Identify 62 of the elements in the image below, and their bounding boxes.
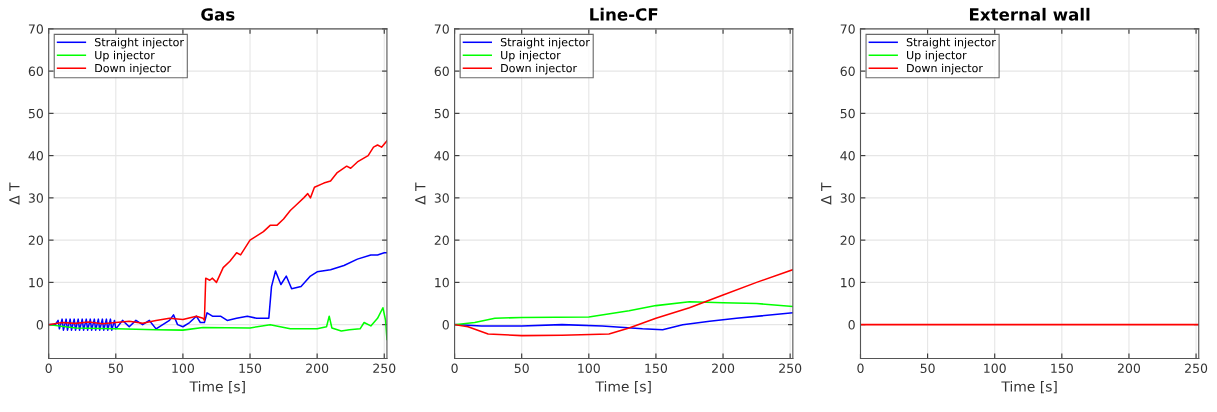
y-tick-label: 50 [434, 108, 449, 119]
line-series [48, 140, 387, 326]
y-tick-label: 40 [840, 151, 855, 161]
x-tick-label: 200 [306, 363, 329, 373]
legend-label: Down injector [95, 63, 172, 75]
y-axis-title: Δ T [415, 182, 426, 205]
x-axis-title: Time [s] [595, 380, 651, 394]
y-tick-label: 60 [28, 66, 43, 77]
y-tick-label: 10 [841, 277, 855, 288]
x-axis-title: Time [s] [1001, 380, 1057, 394]
x-tick-label: 0 [45, 363, 52, 373]
chart-title: External wall [969, 7, 1090, 21]
legend-label: Up injector [501, 50, 561, 62]
y-tick-label: 10 [435, 277, 449, 288]
x-tick-label: 50 [514, 363, 529, 373]
x-tick-label: 100 [578, 363, 600, 373]
legend-label: Down injector [501, 63, 578, 75]
x-tick-label: 0 [451, 363, 458, 373]
y-tick-label: 50 [28, 108, 43, 119]
y-tick-label: 0 [36, 320, 43, 330]
y-tick-label: 30 [840, 193, 855, 203]
chart-title: Gas [201, 8, 235, 21]
legend-label: Straight injector [906, 37, 996, 49]
x-tick-label: 150 [239, 363, 262, 373]
x-tick-label: 200 [1117, 363, 1141, 373]
x-tick-label: 100 [984, 363, 1006, 373]
y-tick-label: 20 [840, 235, 855, 246]
x-tick-label: 200 [712, 363, 735, 373]
y-tick-label: 70 [28, 24, 43, 34]
y-tick-label: 20 [434, 235, 449, 246]
y-tick-label: 10 [29, 277, 43, 288]
x-axis-title: Time [s] [189, 380, 245, 394]
legend-label: Up injector [907, 50, 967, 62]
y-tick-label: 20 [28, 235, 43, 246]
x-tick-label: 0 [857, 363, 864, 373]
y-tick-label: 40 [434, 151, 449, 161]
x-tick-label: 50 [920, 363, 935, 373]
x-tick-label: 50 [108, 363, 123, 373]
legend-label: Up injector [95, 50, 155, 62]
y-tick-label: 60 [840, 66, 855, 77]
chart-title: Line-CF [590, 7, 658, 21]
x-tick-label: 250 [1185, 363, 1208, 373]
y-axis-title: Δ T [821, 182, 832, 205]
legend-label: Down injector [907, 63, 983, 75]
y-axis-title: Δ T [9, 182, 20, 205]
y-tick-label: 30 [28, 193, 43, 203]
y-tick-label: 0 [442, 320, 449, 330]
y-tick-label: 0 [848, 320, 855, 330]
y-tick-label: 40 [28, 151, 43, 161]
legend-label: Straight injector [94, 37, 184, 49]
legend-label: Straight injector [500, 37, 590, 49]
x-tick-label: 150 [1051, 363, 1073, 373]
x-tick-label: 100 [172, 363, 195, 373]
y-tick-label: 60 [434, 66, 449, 77]
x-tick-label: 250 [779, 363, 802, 373]
x-tick-label: 150 [645, 363, 668, 373]
y-tick-label: 30 [434, 193, 449, 203]
x-tick-label: 250 [373, 363, 396, 373]
y-tick-label: 50 [840, 108, 855, 119]
y-tick-label: 70 [840, 24, 855, 34]
line-series [454, 268, 793, 337]
y-tick-label: 70 [434, 24, 449, 34]
